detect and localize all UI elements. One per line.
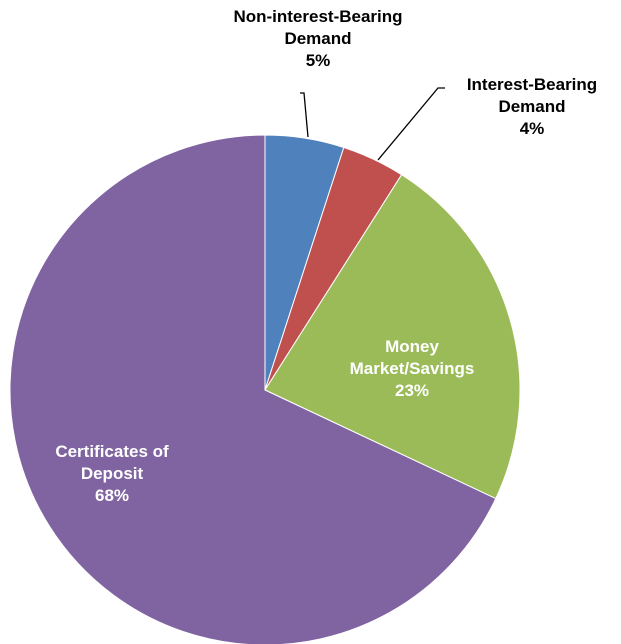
category-label: Money Market/Savings bbox=[349, 337, 475, 378]
pie-slice bbox=[264, 174, 521, 500]
category-label: Certificates of Deposit bbox=[55, 442, 169, 483]
leader-line bbox=[377, 87, 445, 161]
value-label: 68% bbox=[94, 486, 130, 505]
leader-line bbox=[300, 92, 309, 138]
slice-label: Non-interest-Bearing Demand 5% bbox=[233, 6, 403, 72]
category-label: Non-interest-Bearing Demand bbox=[233, 7, 403, 48]
slice-label: Money Market/Savings 23% bbox=[332, 336, 492, 402]
slice-label: Certificates of Deposit 68% bbox=[32, 441, 192, 507]
category-label: Interest-Bearing Demand bbox=[466, 75, 598, 116]
value-label: 5% bbox=[305, 51, 331, 70]
slice-label: Interest-Bearing Demand 4% bbox=[442, 74, 621, 140]
value-label: 23% bbox=[394, 381, 430, 400]
pie-slice bbox=[9, 134, 497, 644]
value-label: 4% bbox=[519, 119, 545, 138]
